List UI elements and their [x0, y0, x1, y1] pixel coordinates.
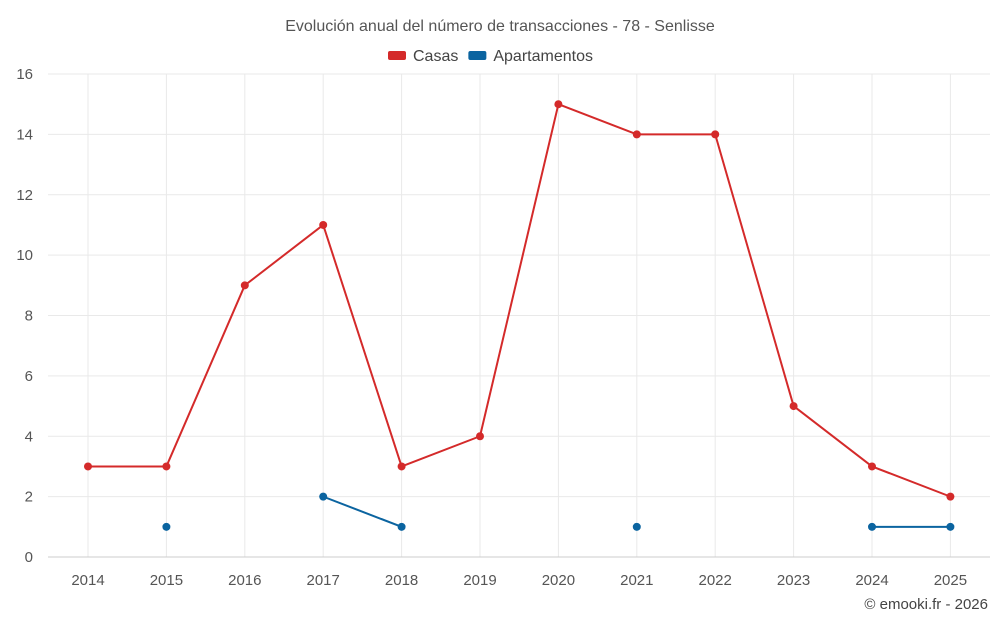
- data-point-apartamentos: [319, 492, 328, 501]
- x-tick-label: 2015: [150, 572, 183, 589]
- x-tick-label: 2016: [228, 572, 261, 589]
- series-casas: [84, 100, 955, 501]
- y-tick-label: 16: [16, 66, 33, 83]
- x-tick-label: 2021: [620, 572, 653, 589]
- data-point-casas: [476, 432, 484, 441]
- series-apartamentos: [162, 492, 955, 531]
- y-tick-label: 0: [25, 549, 33, 566]
- x-tick-label: 2017: [307, 572, 340, 589]
- legend-swatch-apartamentos: [468, 51, 487, 60]
- data-point-apartamentos: [162, 522, 171, 531]
- legend: Casas Apartamentos: [388, 48, 593, 65]
- x-tick-label: 2025: [934, 572, 967, 589]
- data-point-apartamentos: [397, 522, 406, 531]
- x-tick-label: 2024: [855, 572, 888, 589]
- x-tick-label: 2020: [542, 572, 575, 589]
- y-tick-label: 6: [25, 368, 33, 385]
- data-point-casas: [946, 492, 955, 501]
- y-tick-label: 14: [16, 126, 33, 143]
- data-point-casas: [84, 462, 92, 471]
- y-tick-label: 10: [16, 247, 33, 264]
- series-line-casas: [88, 103, 951, 498]
- y-tick-label: 12: [16, 187, 33, 204]
- y-tick-label: 2: [25, 489, 33, 506]
- series-line-apartamentos: [322, 495, 402, 528]
- x-tick-label: 2023: [777, 572, 810, 589]
- x-tick-label: 2018: [385, 572, 418, 589]
- data-point-casas: [632, 130, 641, 139]
- data-point-casas: [789, 402, 798, 411]
- y-tick-label: 8: [25, 308, 33, 325]
- x-tick-label: 2019: [463, 572, 496, 589]
- data-point-casas: [554, 100, 563, 109]
- x-axis-ticks: 2014 2015 2016 2017 2018 2019 2020 2021 2022 2023…: [71, 572, 967, 589]
- legend-label-casas: Casas: [413, 48, 458, 65]
- data-point-casas: [711, 130, 720, 139]
- credit-text: © emooki.fr - 2026: [864, 596, 988, 613]
- data-point-casas: [240, 281, 249, 290]
- legend-label-apartamentos: Apartamentos: [493, 48, 593, 65]
- grid: [48, 73, 990, 558]
- legend-swatch-casas: [388, 51, 406, 60]
- data-point-casas: [319, 220, 328, 229]
- series-layer: [84, 100, 955, 531]
- chart-title: Evolución anual del número de transaccio…: [285, 18, 715, 35]
- x-tick-label: 2022: [699, 572, 732, 589]
- data-point-casas: [397, 462, 406, 471]
- y-tick-label: 4: [25, 428, 33, 445]
- data-point-apartamentos: [632, 522, 641, 531]
- data-point-apartamentos: [946, 522, 955, 531]
- x-tick-label: 2014: [71, 572, 104, 589]
- data-point-apartamentos: [868, 522, 876, 531]
- data-point-casas: [868, 462, 876, 471]
- data-point-casas: [162, 462, 171, 471]
- y-axis-ticks: 0 2 4 6 8 10 12 14 16: [16, 66, 33, 566]
